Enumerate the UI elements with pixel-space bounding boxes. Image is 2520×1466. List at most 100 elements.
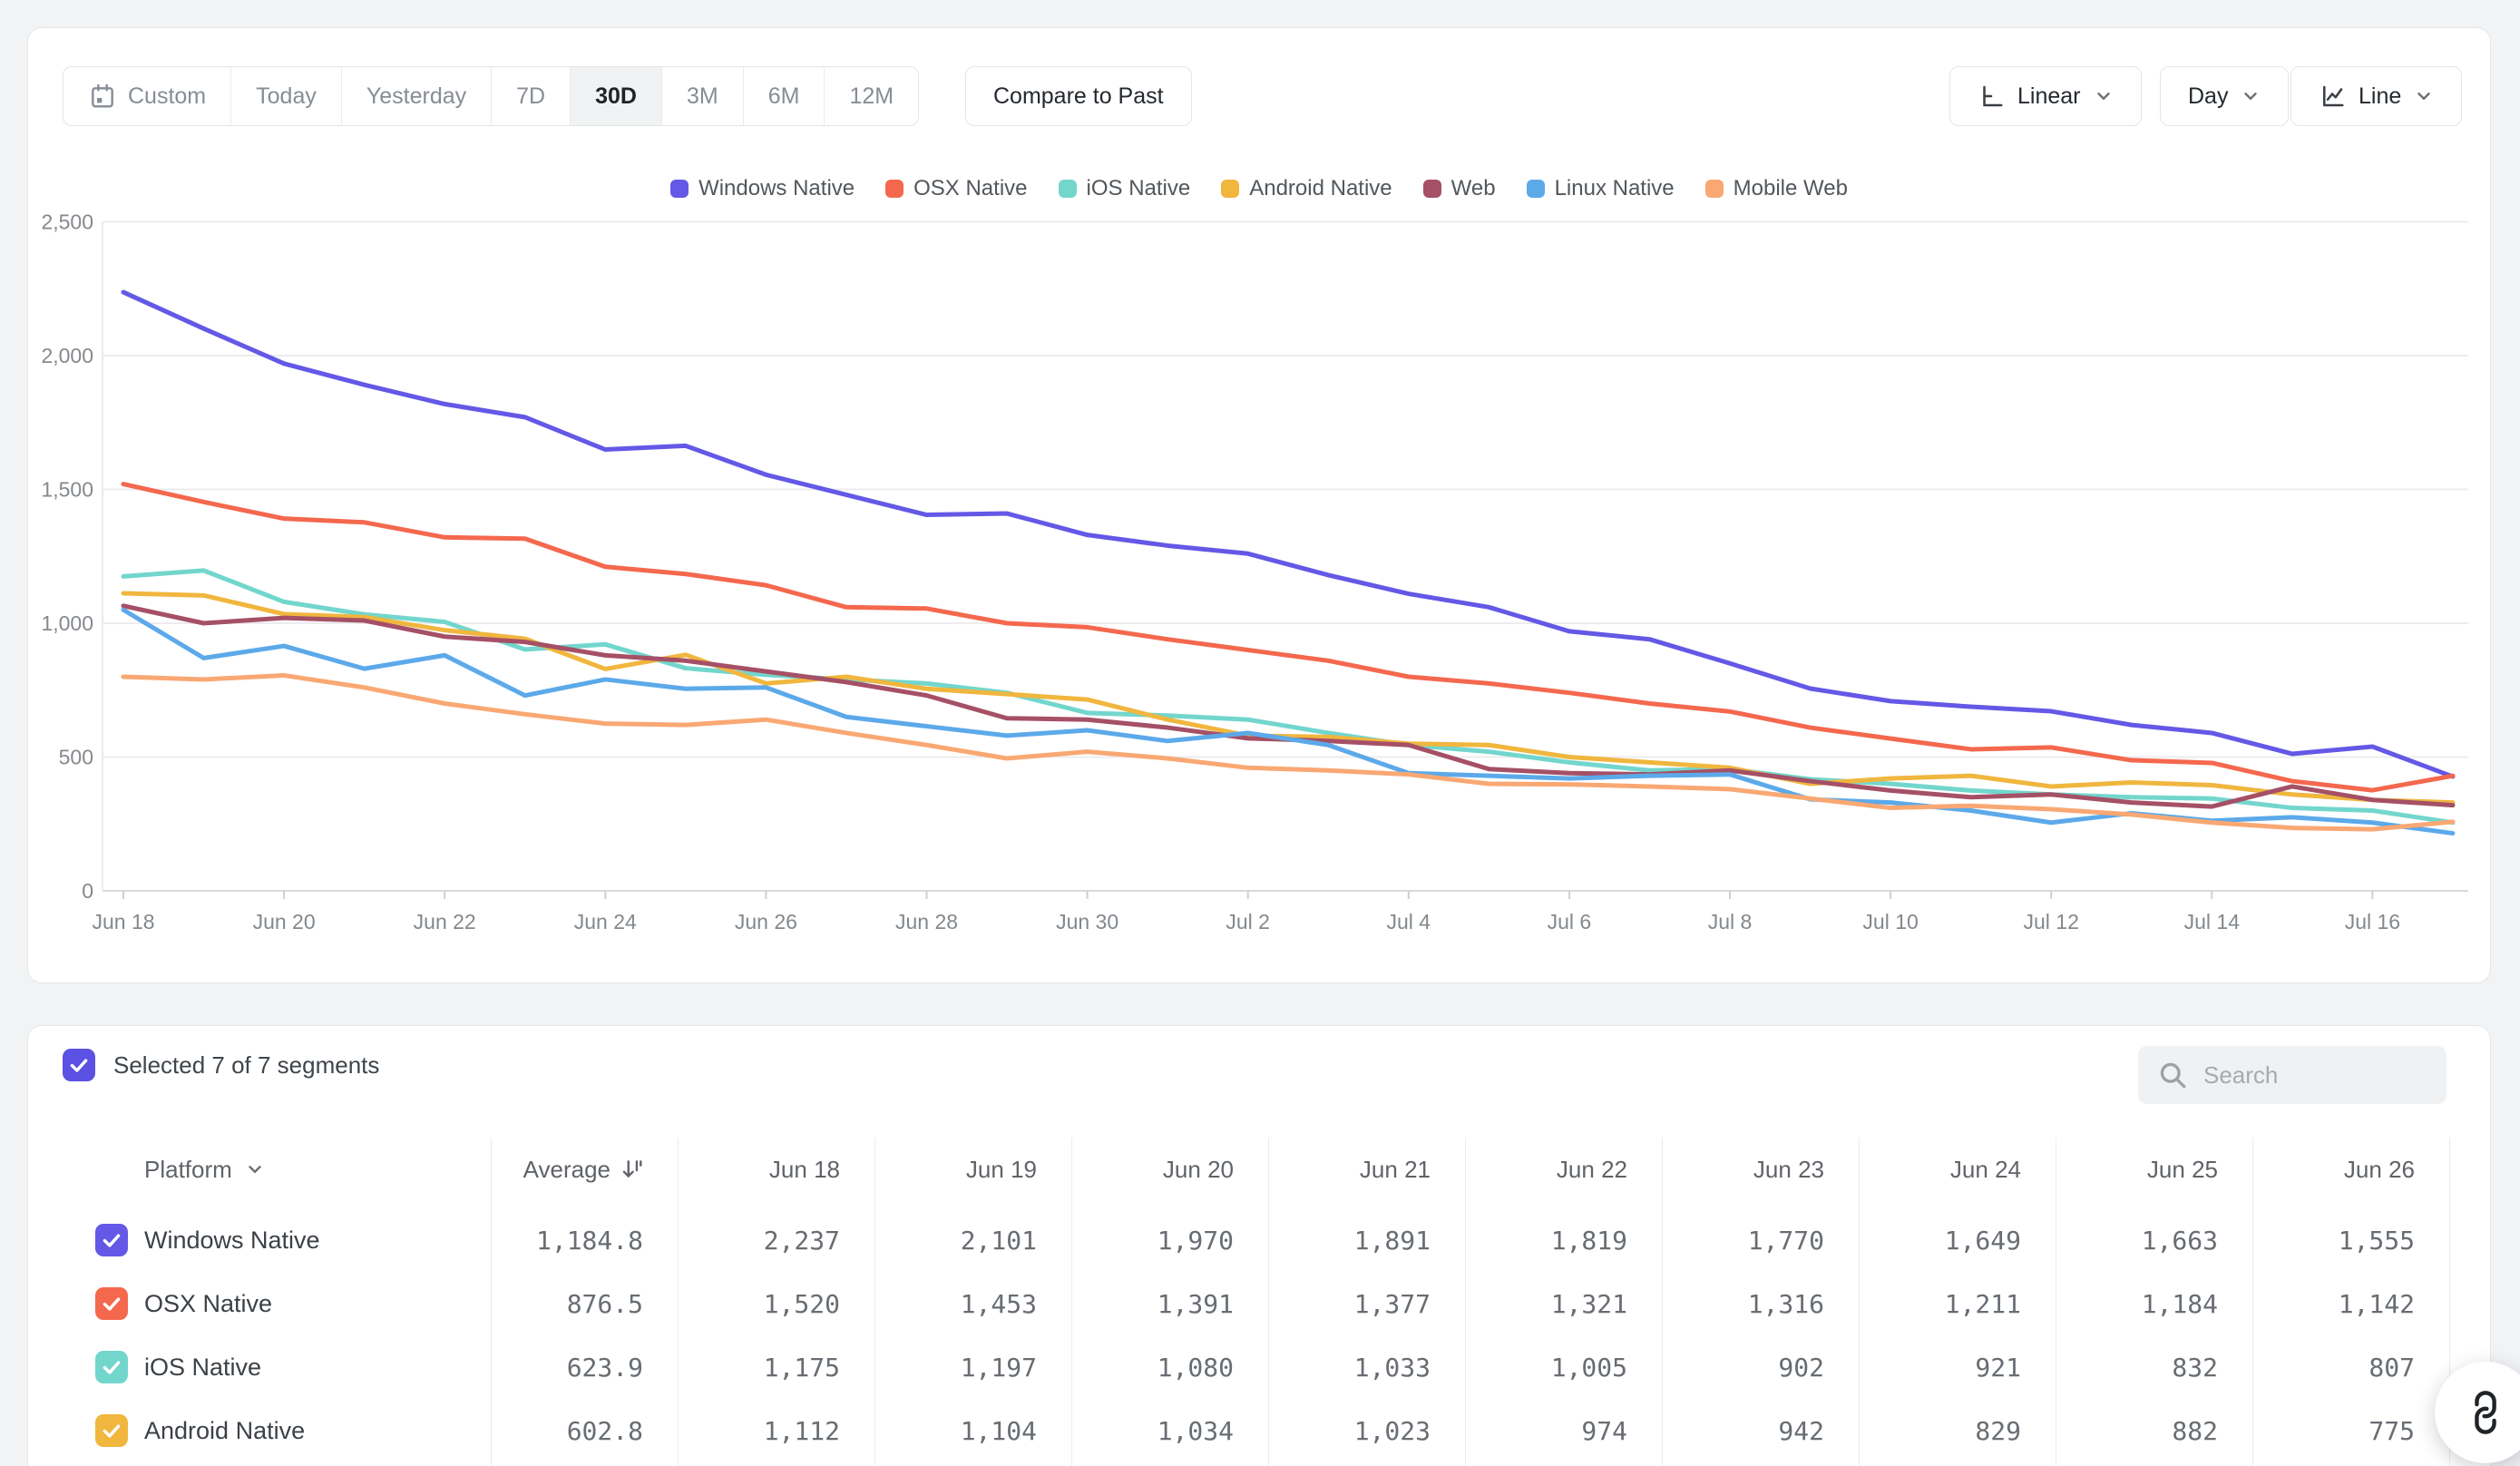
search-box[interactable] [2138,1046,2447,1104]
platform-name-label: OSX Native [144,1289,273,1317]
cell-value: 1,891 [1353,1225,1431,1256]
date-column-header: Jun 20 [1071,1138,1234,1201]
range-label: 3M [686,83,718,109]
compare-to-past-label: Compare to Past [993,83,1164,109]
legend-item-android-native[interactable]: Android Native [1221,176,1392,201]
legend-item-web[interactable]: Web [1422,176,1496,201]
column-divider [1465,1138,1466,1466]
date-header-label: Jun 24 [1949,1155,2021,1183]
search-icon [2160,1062,2186,1089]
date-header-label: Jun 23 [1753,1155,1824,1183]
series-line-windows-native [121,289,2456,779]
interval-dropdown[interactable]: Day [2160,66,2290,126]
y-axis-label: 0 [82,879,93,903]
cell-value: 807 [2369,1352,2415,1383]
platform-name: OSX Native [144,1272,272,1335]
average-column-header[interactable]: Average [491,1138,643,1201]
range-button-3m[interactable]: 3M [662,67,744,125]
platform-header-label: Platform [144,1155,232,1183]
average-value: 1,184.8 [535,1225,643,1256]
range-button-custom[interactable]: Custom [63,67,232,125]
y-axis-label: 1,500 [41,478,93,502]
cell-value: 1,211 [1944,1288,2021,1319]
x-axis-label: Jun 20 [253,910,316,933]
legend-label: Windows Native [698,176,855,200]
date-header-label: Jun 22 [1556,1155,1627,1183]
range-button-7d[interactable]: 7D [492,67,571,125]
row-checkbox-android-native[interactable] [95,1414,128,1447]
x-axis-label: Jun 26 [735,910,797,933]
scale-dropdown[interactable]: Linear [1949,66,2142,126]
cell-value: 1,377 [1353,1288,1431,1319]
cell-value: 1,142 [2338,1288,2415,1319]
column-divider [2252,1138,2253,1466]
range-button-yesterday[interactable]: Yesterday [342,67,493,125]
cell-value: 1,819 [1550,1225,1627,1256]
range-label: 7D [516,83,546,109]
x-axis-label: Jul 12 [2024,910,2079,933]
y-axis-label: 2,000 [41,344,93,367]
legend-swatch [1422,180,1441,198]
column-divider [1268,1138,1269,1466]
x-axis-label: Jun 18 [92,910,154,933]
chart-type-label: Line [2359,83,2402,109]
legend-item-mobile-web[interactable]: Mobile Web [1704,176,1848,201]
cell-value: 1,316 [1747,1288,1824,1319]
linear-axis-icon [1983,85,2003,107]
chart-type-dropdown[interactable]: Line [2290,66,2463,126]
date-header-label: Jun 21 [1359,1155,1431,1183]
row-checkbox-ios-native[interactable] [95,1351,128,1383]
search-input[interactable] [2203,1060,2412,1090]
cell-value: 1,033 [1353,1352,1431,1383]
cell-value: 1,023 [1353,1415,1431,1446]
cell-value: 1,175 [763,1352,840,1383]
range-button-30d[interactable]: 30D [571,67,662,125]
range-button-today[interactable]: Today [231,67,342,125]
cell-value: 1,197 [960,1352,1037,1383]
range-label: 30D [595,83,637,109]
date-header-label: Jun 26 [2343,1155,2415,1183]
series-line-mobile-web [121,673,2456,832]
range-button-6m[interactable]: 6M [744,67,825,125]
legend-swatch [1221,180,1240,198]
compare-to-past-button[interactable]: Compare to Past [965,66,1192,126]
row-checkbox-osx-native[interactable] [95,1287,128,1320]
x-axis-label: Jul 2 [1226,910,1270,933]
select-all-checkbox[interactable] [63,1049,95,1081]
row-checkbox-windows-native[interactable] [95,1224,128,1256]
date-header-label: Jun 20 [1162,1155,1234,1183]
legend-label: Web [1450,176,1496,200]
range-label: Today [256,83,317,109]
cell-value: 832 [2172,1352,2218,1383]
legend-swatch [885,180,904,198]
chevron-down-icon [2096,93,2110,100]
chevron-down-icon [2244,93,2258,100]
cell-value: 1,649 [1944,1225,2021,1256]
chart-legend: Windows Native OSX Native iOS Native Androi… [28,176,2490,201]
legend-item-windows-native[interactable]: Windows Native [670,176,855,201]
check-icon [103,1424,121,1438]
cell-value: 829 [1975,1415,2021,1446]
segments-select-all-row: Selected 7 of 7 segments [63,1049,379,1081]
chart-toolbar: Custom Today Yesterday 7D 30D 3M 6M 12M Compare… [28,66,2490,126]
share-link-button[interactable] [2435,1362,2520,1463]
cell-value: 1,184 [2141,1288,2218,1319]
column-divider [1071,1138,1072,1466]
y-axis-label: 2,500 [41,210,93,234]
column-divider [491,1138,492,1466]
legend-item-osx-native[interactable]: OSX Native [885,176,1028,201]
cell-value: 882 [2172,1415,2218,1446]
interval-label: Day [2188,83,2229,109]
legend-item-linux-native[interactable]: Linux Native [1526,176,1675,201]
range-button-12m[interactable]: 12M [825,67,918,125]
platform-column-header[interactable]: Platform [144,1138,265,1201]
sort-descending-icon [622,1160,642,1178]
chevron-down-icon [2417,93,2430,100]
cell-value: 1,453 [960,1288,1037,1319]
range-label: Custom [128,83,207,109]
y-axis-label: 1,000 [41,611,93,635]
scale-label: Linear [2017,83,2081,109]
series-line-linux-native [121,607,2456,836]
legend-item-ios-native[interactable]: iOS Native [1058,176,1190,201]
average-value: 876.5 [566,1288,643,1319]
